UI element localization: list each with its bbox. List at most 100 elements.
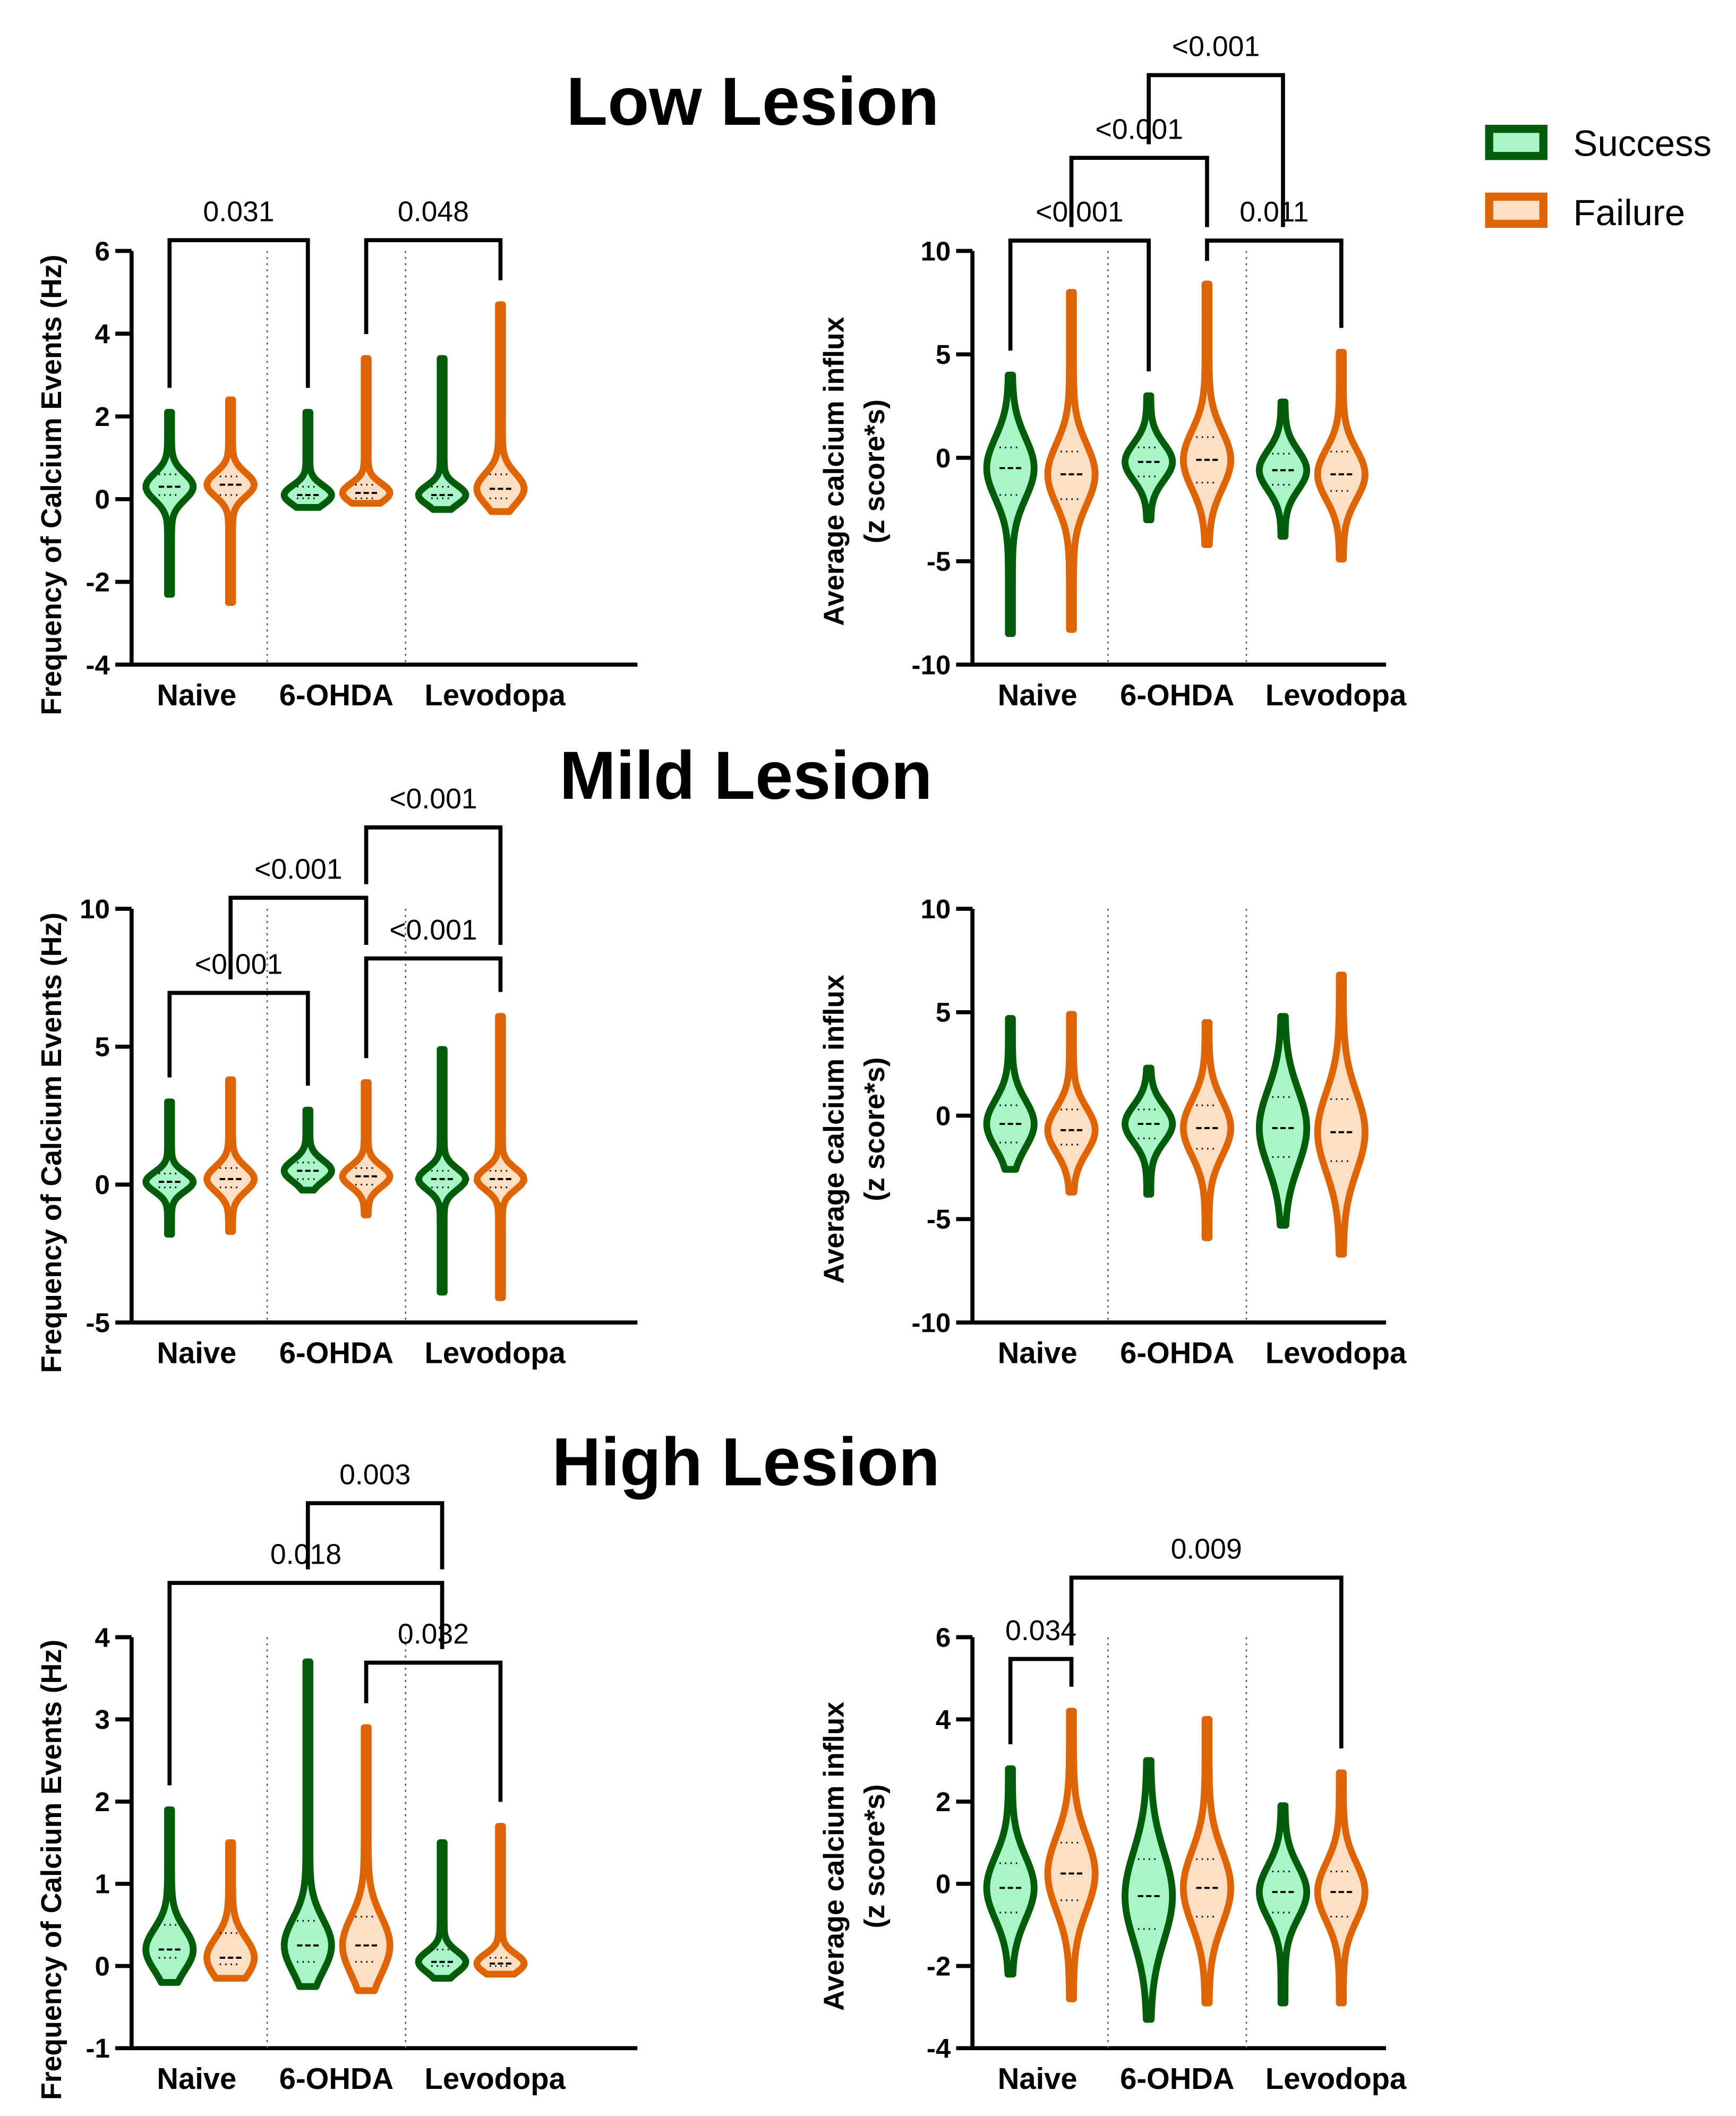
violin-body [339,355,394,507]
violin-body [339,1724,394,1994]
significance-bracket: <0.001 [228,854,369,979]
y-tick-label: 10 [920,236,951,266]
legend-swatch-success [1485,124,1547,160]
p-value-label: <0.001 [1036,196,1124,228]
legend-label-failure: Failure [1573,192,1686,233]
violin-6-ohda-failure [339,1079,394,1218]
violin-naive-success [142,408,197,598]
x-category-label: 6-OHDA [1120,2062,1234,2095]
violin-6-ohda-failure [1179,280,1234,548]
y-tick-label: -5 [927,547,951,577]
violin-body [1044,1708,1099,2002]
violin-body [280,1658,335,1990]
violin-6-ohda-success [280,1106,335,1194]
p-value-label: 0.011 [1239,196,1309,228]
violin-levodopa-failure [1314,348,1369,563]
violin-body [1044,288,1099,633]
bracket-line [1069,156,1209,227]
violin-6-ohda-success [280,1658,335,1990]
significance-bracket: 0.034 [1005,1615,1076,1745]
bracket-line [167,1581,444,1786]
significance-bracket: <0.001 [1147,31,1285,227]
y-axis-label: Average calcium influx [818,317,850,626]
y-tick-label: -2 [85,567,109,597]
violin-body [1314,971,1369,1258]
x-category-label: Levodopa [425,1336,566,1370]
p-value-label: <0.001 [1172,31,1260,63]
p-value-label: <0.001 [389,914,477,946]
legend: Success Failure [1485,123,1712,233]
violin-naive-success [142,1806,197,1986]
violin-naive-success [983,1015,1038,1173]
violin-body [142,1806,197,1986]
bracket-line [1205,238,1344,328]
significance-bracket: <0.001 [364,914,503,1059]
bracket-line [1008,238,1151,372]
violin-body [203,396,258,606]
y-tick-label: 0 [95,1170,109,1200]
y-tick-label: 4 [95,1622,110,1652]
x-category-label: 6-OHDA [1120,678,1234,712]
y-tick-label: 2 [95,402,109,432]
violin-naive-success [142,1098,197,1238]
bracket-line [364,238,503,335]
p-value-label: 0.032 [398,1618,469,1650]
bracket-line [1069,1575,1344,1748]
y-tick-label: -10 [911,1308,951,1338]
violin-naive-failure [1044,288,1099,633]
significance-bracket: <0.001 [364,783,503,945]
violin-naive-success [983,371,1038,637]
violin-body [1314,1769,1369,2007]
violin-body [1122,392,1176,524]
significance-bracket: 0.032 [364,1618,503,1802]
violin-body [473,1013,528,1301]
violin-naive-failure [203,1076,258,1235]
significance-bracket: 0.031 [167,195,310,388]
violin-body [1179,1716,1234,2007]
violin-body [1179,280,1234,548]
bracket-line [364,956,503,1059]
y-tick-label: 6 [936,1622,951,1652]
p-value-label: <0.001 [195,949,283,980]
violin-body [280,1106,335,1194]
violin-naive-failure [203,1839,258,1982]
violin-6-ohda-success [1122,1064,1176,1198]
y-axis-label: (z score*s) [859,399,891,543]
violin-body [1255,1802,1311,2007]
y-tick-label: 5 [936,339,951,370]
p-value-label: 0.009 [1171,1533,1242,1565]
bracket-line [305,1501,444,1569]
y-tick-label: -5 [927,1204,951,1234]
p-value-label: 0.031 [203,195,274,227]
violin-body [203,1076,258,1235]
violin-body [1255,398,1310,540]
x-category-label: Levodopa [1265,1336,1407,1370]
y-tick-label: 0 [936,443,951,473]
y-tick-label: 10 [80,894,110,924]
x-category-label: Naive [998,1336,1077,1370]
y-axis-label: Frequency of Calcium Events (Hz) [36,1640,67,2100]
y-tick-label: 4 [95,319,110,349]
significance-bracket: 0.048 [364,195,503,335]
panel-2: -5 0 5 10 Naive 6-OHDA Levodopa Frequency of Ca… [36,783,638,1373]
p-value-label: <0.001 [1096,113,1184,145]
bracket-line [228,895,369,979]
violin-levodopa-failure [473,1013,528,1301]
violin-body [1122,1757,1176,2023]
violin-body [473,301,528,515]
y-axis-label: (z score*s) [859,1057,891,1201]
y-tick-label: 10 [920,894,951,924]
violin-body [983,1765,1038,1978]
violin-naive-failure [1044,1708,1099,2002]
violin-levodopa-success [1255,398,1310,540]
y-axis-label: Frequency of Calcium Events (Hz) [36,254,67,715]
panel-5: -4 -2 0 2 4 6 Naive 6-OHDA Levodopa Average calci… [818,1533,1407,2095]
y-tick-label: 0 [95,1951,109,1981]
bracket-line [1008,1657,1074,1745]
y-tick-label: 2 [936,1787,951,1817]
y-tick-label: 0 [95,484,109,515]
violin-naive-failure [1044,1011,1099,1196]
y-tick-label: 4 [936,1704,951,1735]
violin-naive-success [983,1765,1038,1978]
x-category-label: Levodopa [1265,678,1407,712]
